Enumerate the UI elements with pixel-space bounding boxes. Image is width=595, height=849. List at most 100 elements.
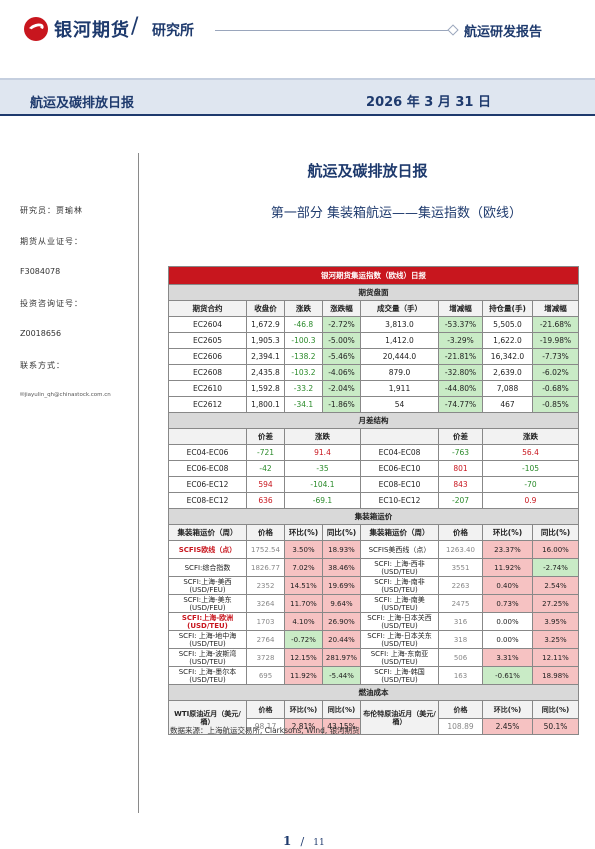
futures-cell: 467 <box>482 396 533 413</box>
freight-cell: SCFI:上海-美西(USD/FEU) <box>168 576 247 595</box>
license-label: 期货从业证号： <box>20 237 83 246</box>
page-current: 1 <box>283 834 292 848</box>
report-type: 航运研发报告 <box>464 25 543 40</box>
futures-header: 期货合约 <box>168 300 247 317</box>
futures-cell: 54 <box>360 396 439 413</box>
researcher-name: 研究员：贾瑜林 <box>20 206 83 215</box>
freight-header: 同比(%) <box>322 524 361 541</box>
freight-cell: 695 <box>246 666 285 685</box>
futures-cell: 5,505.0 <box>482 316 533 333</box>
freight-cell: 2.54% <box>532 576 579 595</box>
freight-cell: -0.61% <box>482 666 533 685</box>
email-text: jiayulin_qh@chinastock.com.cn <box>24 392 111 398</box>
spread-cell: 0.9 <box>482 492 579 509</box>
freight-cell: 18.98% <box>532 666 579 685</box>
freight-cell: SCFI: 上海-日本关东(USD/TEU) <box>360 630 439 649</box>
freight-cell: 3.50% <box>284 540 323 559</box>
futures-cell: -138.2 <box>284 348 323 365</box>
freight-cell: SCFIS美西线（点） <box>360 540 439 559</box>
spread-cell: 843 <box>438 476 483 493</box>
header-slash: / <box>131 14 139 39</box>
freight-cell: -5.44% <box>322 666 361 685</box>
futures-cell: 1,905.3 <box>246 332 285 349</box>
freight-cell: SCFIS欧线（点） <box>168 540 247 559</box>
spread-cell: EC06-EC10 <box>360 460 439 477</box>
futures-cell: -53.37% <box>438 316 483 333</box>
fuel-header: 价格 <box>438 700 483 719</box>
futures-cell: 3,813.0 <box>360 316 439 333</box>
section-title: 第一部分 集装箱航运——集运指数（欧线） <box>270 206 522 221</box>
freight-row: SCFI: 上海-波斯湾(USD/TEU) 3728 12.15% 281.97% SC… <box>168 648 579 667</box>
freight-cell: 11.70% <box>284 594 323 613</box>
freight-cell: 3.25% <box>532 630 579 649</box>
futures-cell: 2,435.8 <box>246 364 285 381</box>
freight-cell: 2475 <box>438 594 483 613</box>
futures-cell: 1,672.9 <box>246 316 285 333</box>
freight-cell: 0.73% <box>482 594 533 613</box>
futures-cell: -4.06% <box>322 364 361 381</box>
futures-cell: 20,444.0 <box>360 348 439 365</box>
fuel-caption: 燃油成本 <box>168 684 579 701</box>
freight-header: 价格 <box>246 524 285 541</box>
brent-label: 布伦特原油近月（美元/桶） <box>360 700 439 735</box>
futures-cell: EC2612 <box>168 396 247 413</box>
spread-cell: -105 <box>482 460 579 477</box>
futures-cell: EC2605 <box>168 332 247 349</box>
freight-cell: SCFI: 上海-南美(USD/TEU) <box>360 594 439 613</box>
futures-cell: -1.86% <box>322 396 361 413</box>
page-number: 1 / 11 <box>283 830 325 849</box>
futures-cell: -34.1 <box>284 396 323 413</box>
freight-cell: SCFI:上海-欧洲(USD/TEU) <box>168 612 247 631</box>
spread-cell: 636 <box>246 492 285 509</box>
freight-caption: 集装箱运价 <box>168 508 579 525</box>
futures-row: EC2605 1,905.3 -100.3 -5.00% 1,412.0 -3.29% 1,… <box>168 332 579 349</box>
wti-label: WTI原油近月（美元/桶） <box>168 700 247 735</box>
futures-header: 增减幅 <box>532 300 579 317</box>
table-title: 银河期货集运指数（欧线）日报 <box>168 266 579 285</box>
futures-cell: 879.0 <box>360 364 439 381</box>
freight-row: SCFI: 上海-地中海(USD/TEU) 2764 -0.72% 20.44% SCF… <box>168 630 579 649</box>
futures-cell: 1,622.0 <box>482 332 533 349</box>
futures-cell: 16,342.0 <box>482 348 533 365</box>
spread-row: EC04-EC06 -721 91.4 EC04-EC08 -763 56.4 <box>168 444 579 461</box>
futures-row: EC2604 1,672.9 -46.8 -2.72% 3,813.0 -53.37% 5,… <box>168 316 579 333</box>
futures-caption: 期货盘面 <box>168 284 579 301</box>
spread-cell: EC04-EC08 <box>360 444 439 461</box>
spread-cell: -42 <box>246 460 285 477</box>
freight-cell: 20.44% <box>322 630 361 649</box>
spread-cell: -35 <box>284 460 361 477</box>
contact-email[interactable]: ✉jiayulin_qh@chinastock.com.cn <box>20 392 111 398</box>
doc-title: 航运及碳排放日报 <box>307 162 428 180</box>
futures-cell: -2.72% <box>322 316 361 333</box>
data-source: 数据来源：上海航运交易所, Clarksons, Wind, 银河期货 <box>170 726 360 735</box>
spread-cell: -763 <box>438 444 483 461</box>
futures-cell: -46.8 <box>284 316 323 333</box>
futures-header: 收盘价 <box>246 300 285 317</box>
freight-cell: 3728 <box>246 648 285 667</box>
freight-cell: 12.15% <box>284 648 323 667</box>
sidebar-divider <box>138 153 139 813</box>
freight-cell: 3.95% <box>532 612 579 631</box>
page-total: 11 <box>313 838 325 848</box>
freight-cell: SCFI:综合指数 <box>168 558 247 577</box>
spread-header: 价差 <box>246 428 285 445</box>
title-band: 航运及碳排放日报 2026 年 3 月 31 日 <box>0 78 595 116</box>
band-underline <box>0 114 595 116</box>
spread-row: EC08-EC12 636 -69.1 EC10-EC12 -207 0.9 <box>168 492 579 509</box>
spread-cell: 801 <box>438 460 483 477</box>
futures-row: EC2606 2,394.1 -138.2 -5.46% 20,444.0 -21.81%… <box>168 348 579 365</box>
brent-yoy: 50.1% <box>532 718 579 735</box>
fuel-header: 价格 <box>246 700 285 719</box>
freight-cell: 2263 <box>438 576 483 595</box>
futures-cell: -7.73% <box>532 348 579 365</box>
futures-cell: -2.04% <box>322 380 361 397</box>
fuel-header: 同比(%) <box>532 700 579 719</box>
futures-cell: -100.3 <box>284 332 323 349</box>
freight-row: SCFI:综合指数 1826.77 7.02% 38.46% SCFI: 上海-西非(U… <box>168 558 579 577</box>
daily-table: 银河期货集运指数（欧线）日报 期货盘面 期货合约 收盘价 涨跌 涨跌幅 成交量（手） 增减… <box>168 266 579 735</box>
fuel-header: 环比(%) <box>482 700 533 719</box>
futures-cell: -0.68% <box>532 380 579 397</box>
freight-cell: 0.00% <box>482 630 533 649</box>
brent-mom: 2.45% <box>482 718 533 735</box>
futures-cell: 7,088 <box>482 380 533 397</box>
